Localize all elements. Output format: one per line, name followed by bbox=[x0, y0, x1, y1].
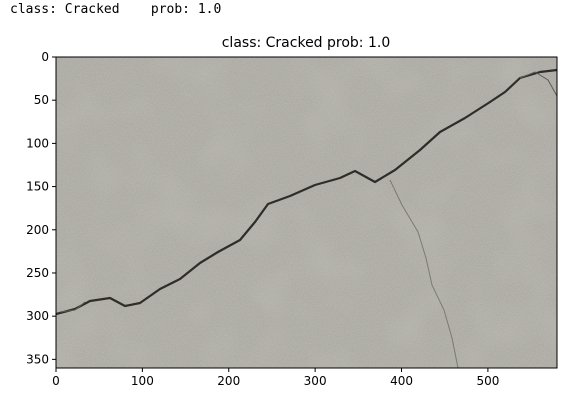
x-tick-label: 500 bbox=[476, 374, 499, 388]
x-tick-label: 300 bbox=[304, 374, 327, 388]
y-tick-label: 200 bbox=[26, 223, 49, 237]
crack-branch bbox=[59, 301, 86, 313]
console-output-line: class: Cracked prob: 1.0 bbox=[10, 2, 222, 17]
x-tick-label: 200 bbox=[217, 374, 240, 388]
y-tick-label: 250 bbox=[26, 266, 49, 280]
crack-branch-top bbox=[519, 71, 557, 97]
secondary-crack bbox=[389, 179, 459, 368]
x-tick-label: 100 bbox=[131, 374, 154, 388]
x-axis: 0 100 200 300 400 500 bbox=[52, 368, 499, 388]
y-tick-label: 100 bbox=[26, 136, 49, 150]
y-tick-label: 150 bbox=[26, 180, 49, 194]
y-tick-label: 300 bbox=[26, 309, 49, 323]
plot-frame bbox=[55, 56, 558, 369]
y-tick-label: 350 bbox=[26, 352, 49, 366]
x-tick-label: 0 bbox=[52, 374, 60, 388]
y-tick-label: 0 bbox=[41, 50, 49, 64]
plot-title: class: Cracked prob: 1.0 bbox=[222, 35, 391, 51]
y-axis: 0 50 100 150 200 250 300 350 bbox=[26, 50, 56, 366]
concrete-image bbox=[56, 57, 557, 368]
concrete-blotches bbox=[56, 57, 557, 368]
y-tick-label: 50 bbox=[34, 93, 49, 107]
main-crack bbox=[56, 68, 557, 316]
x-tick-label: 400 bbox=[390, 374, 413, 388]
